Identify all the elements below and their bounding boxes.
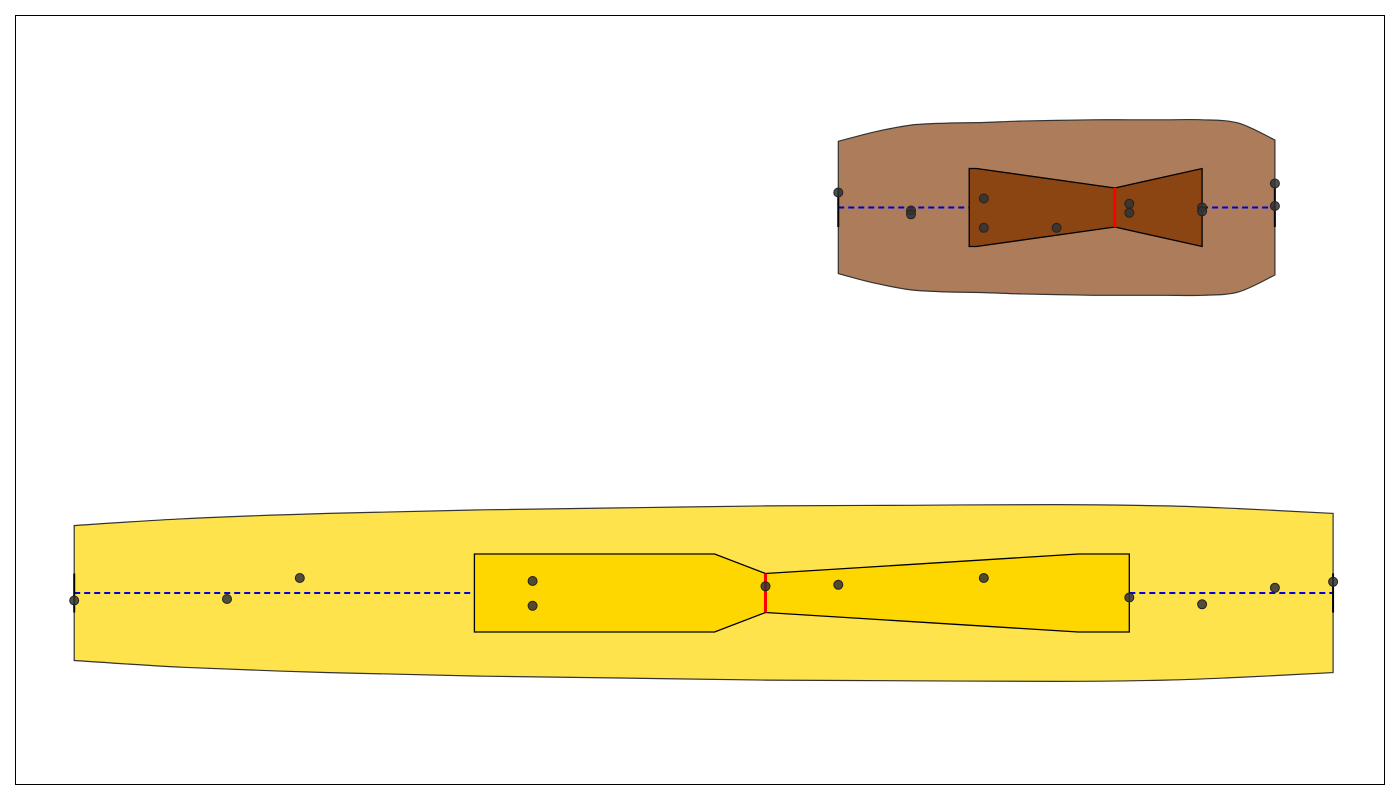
data-point-2-6 xyxy=(1051,222,1062,233)
data-point-2-12 xyxy=(1269,201,1280,211)
notched-box-2 xyxy=(968,167,1203,248)
data-point-2-5 xyxy=(978,222,989,233)
violin-layer xyxy=(69,118,1339,683)
series-2 xyxy=(833,118,1280,297)
data-point-2-10 xyxy=(1197,206,1208,217)
data-point-2-8 xyxy=(1124,207,1135,218)
data-point-1-8 xyxy=(978,573,989,583)
data-point-1-5 xyxy=(527,600,538,611)
plot-frame xyxy=(15,15,1385,785)
data-point-2-4 xyxy=(978,193,989,204)
data-point-1-6 xyxy=(760,581,771,592)
data-point-1-2 xyxy=(222,594,232,604)
notched-box-1 xyxy=(473,553,1130,633)
data-point-1-12 xyxy=(1328,576,1339,587)
data-point-1-3 xyxy=(294,573,305,583)
data-point-1-11 xyxy=(1269,582,1280,593)
data-point-2-3 xyxy=(906,209,916,220)
data-point-1-7 xyxy=(833,579,844,590)
data-point-2-7 xyxy=(1124,198,1135,209)
data-point-1-1 xyxy=(69,595,80,606)
data-point-2-1 xyxy=(833,187,844,198)
data-point-1-10 xyxy=(1197,599,1208,610)
data-point-1-9 xyxy=(1124,592,1135,603)
data-point-1-4 xyxy=(527,576,538,586)
data-point-2-11 xyxy=(1269,178,1280,189)
series-1 xyxy=(69,503,1339,683)
